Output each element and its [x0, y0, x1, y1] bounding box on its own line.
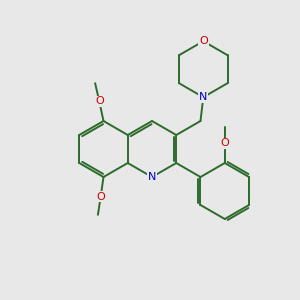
- Text: N: N: [148, 172, 156, 182]
- Text: N: N: [199, 92, 208, 102]
- Text: O: O: [96, 192, 105, 202]
- Text: O: O: [220, 138, 229, 148]
- Text: O: O: [199, 36, 208, 46]
- Text: O: O: [95, 96, 104, 106]
